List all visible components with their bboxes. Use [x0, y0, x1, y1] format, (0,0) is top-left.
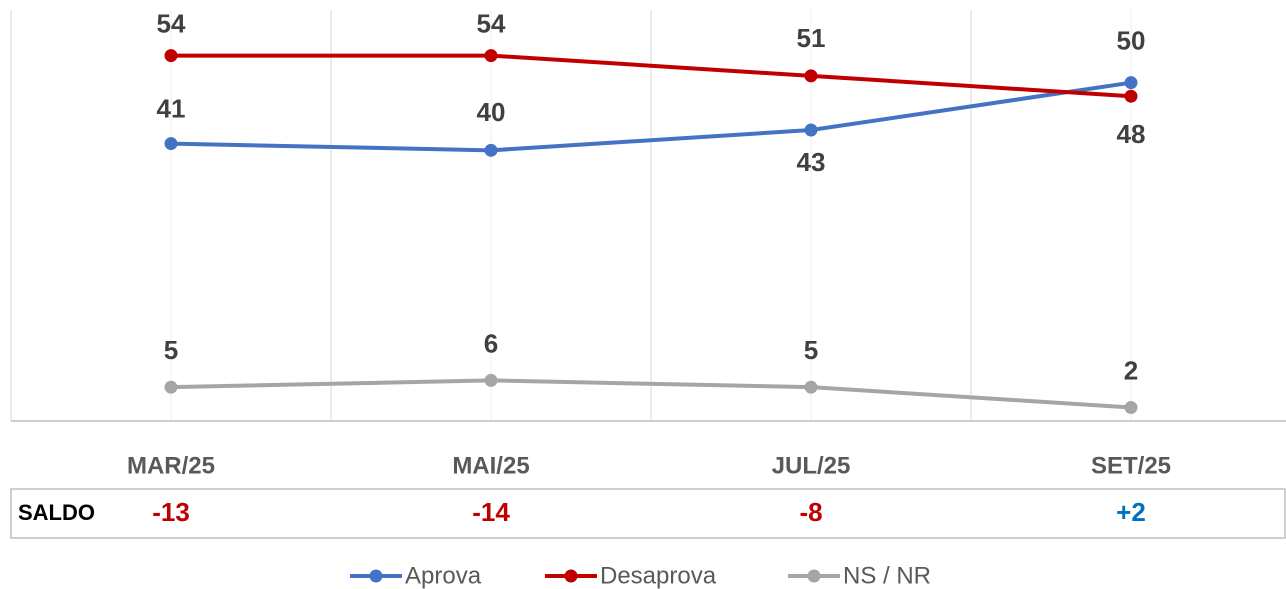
- data-point: [484, 143, 498, 157]
- x-tick-label: MAI/25: [452, 452, 529, 479]
- legend-label: NS / NR: [843, 562, 931, 589]
- legend-marker: [807, 569, 821, 583]
- data-label: 2: [1124, 355, 1138, 385]
- saldo-label: SALDO: [18, 500, 95, 525]
- x-tick-label: MAR/25: [127, 452, 215, 479]
- series-line: [171, 53, 1132, 99]
- data-point: [484, 49, 498, 63]
- data-point: [1124, 76, 1138, 90]
- data-label: 41: [157, 93, 186, 123]
- saldo-value: -13: [152, 497, 190, 527]
- series-line: [170, 80, 1132, 153]
- data-point: [804, 123, 818, 137]
- data-label: 5: [164, 335, 178, 365]
- data-point: [804, 69, 818, 83]
- data-label: 54: [157, 8, 186, 38]
- data-point: [164, 49, 178, 63]
- data-label: 48: [1117, 119, 1146, 149]
- data-point: [164, 137, 178, 151]
- x-tick-label: SET/25: [1091, 452, 1171, 479]
- data-label: 5: [804, 335, 818, 365]
- legend-label: Aprova: [405, 562, 482, 589]
- data-label: 43: [797, 147, 826, 177]
- data-label: 54: [477, 8, 506, 38]
- saldo-box: [10, 488, 1286, 539]
- x-tick-label: JUL/25: [772, 452, 851, 479]
- data-label: 40: [477, 97, 506, 127]
- data-point: [164, 380, 178, 394]
- saldo-value: -8: [799, 497, 822, 527]
- series-line: [170, 378, 1132, 410]
- saldo-value: -14: [472, 497, 510, 527]
- data-point: [1124, 400, 1138, 414]
- data-point: [1124, 89, 1138, 103]
- data-point: [804, 380, 818, 394]
- data-point: [484, 373, 498, 387]
- saldo-value: +2: [1116, 497, 1146, 527]
- legend-label: Desaprova: [600, 562, 717, 589]
- legend-marker: [564, 569, 578, 583]
- legend-marker: [369, 569, 383, 583]
- data-label: 6: [484, 328, 498, 358]
- data-label: 51: [797, 23, 826, 53]
- data-label: 50: [1117, 26, 1146, 56]
